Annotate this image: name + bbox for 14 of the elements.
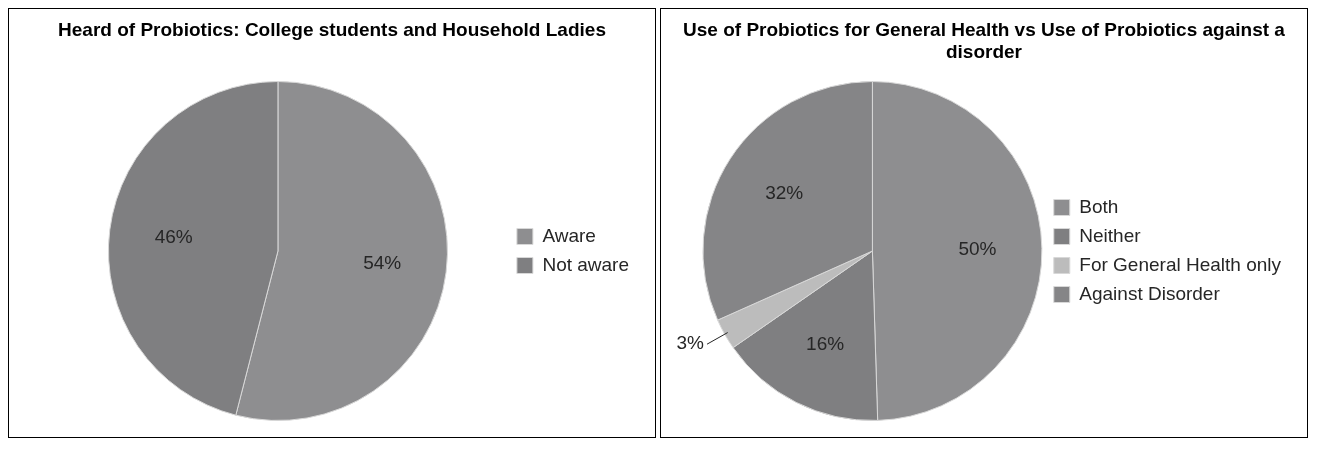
legend-label: Neither (1079, 224, 1142, 246)
legend-label: Aware (542, 224, 596, 246)
data-label: 54% (363, 252, 402, 274)
legend-label: For General Health only (1079, 253, 1282, 275)
legend-label: Not aware (542, 253, 630, 275)
legend-label: Both (1079, 195, 1119, 217)
legend-label: Against Disorder (1079, 282, 1221, 304)
data-label: 3% (676, 332, 705, 354)
data-label: 50% (958, 237, 997, 259)
chart-title: Heard of Probiotics: College students and Household Ladies (57, 18, 607, 42)
data-label: 16% (806, 333, 845, 355)
chart-title: Use of Probiotics for General Health vs Use of Probiotics against a disorder (682, 18, 1286, 64)
data-label: 32% (765, 182, 804, 204)
data-label: 46% (154, 226, 193, 248)
